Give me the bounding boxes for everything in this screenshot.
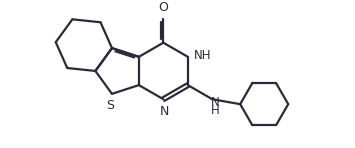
Text: N: N [211,96,220,109]
Text: N: N [160,105,169,118]
Text: H: H [211,104,220,117]
Text: O: O [158,1,168,14]
Text: S: S [106,99,115,112]
Text: NH: NH [194,49,212,62]
